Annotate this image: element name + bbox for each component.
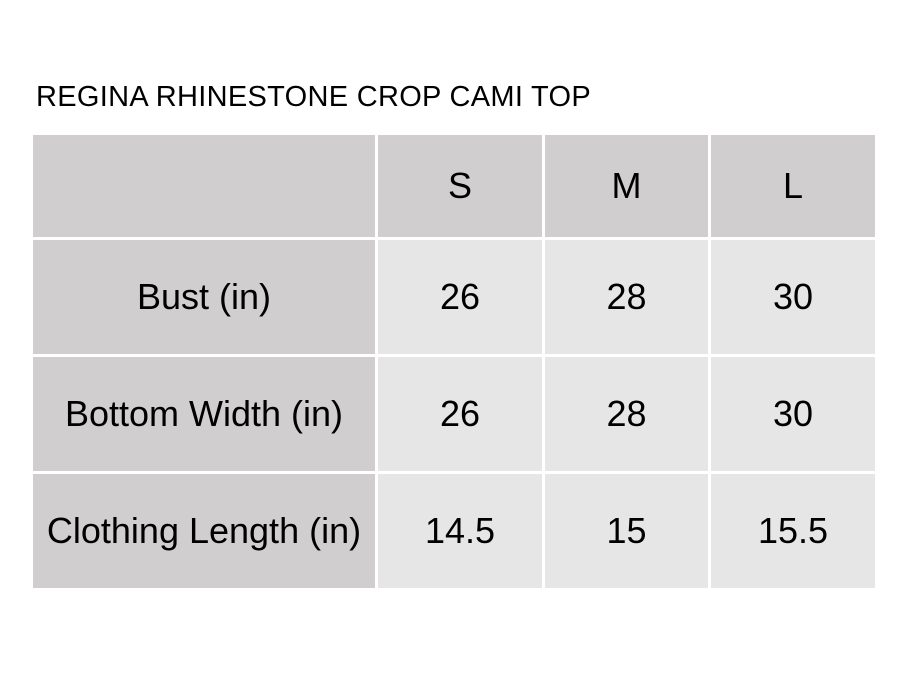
cell-bottom-width-s: 26 bbox=[378, 357, 542, 471]
cell-bust-l: 30 bbox=[711, 240, 875, 354]
cell-bottom-width-l: 30 bbox=[711, 357, 875, 471]
page-title: REGINA RHINESTONE CROP CAMI TOP bbox=[36, 81, 592, 113]
table-row-bottom-width: Bottom Width (in) 26 28 30 bbox=[33, 357, 875, 471]
column-header-empty bbox=[33, 135, 375, 237]
cell-bottom-width-m: 28 bbox=[545, 357, 708, 471]
cell-clothing-length-s: 14.5 bbox=[378, 474, 542, 588]
cell-bust-s: 26 bbox=[378, 240, 542, 354]
row-label-bust: Bust (in) bbox=[33, 240, 375, 354]
row-label-clothing-length: Clothing Length (in) bbox=[33, 474, 375, 588]
row-label-bottom-width: Bottom Width (in) bbox=[33, 357, 375, 471]
table-row-bust: Bust (in) 26 28 30 bbox=[33, 240, 875, 354]
size-chart-table: S M L Bust (in) 26 28 30 Bottom Width (i… bbox=[30, 132, 878, 591]
table-row-clothing-length: Clothing Length (in) 14.5 15 15.5 bbox=[33, 474, 875, 588]
cell-clothing-length-l: 15.5 bbox=[711, 474, 875, 588]
column-header-size-m: M bbox=[545, 135, 708, 237]
cell-clothing-length-m: 15 bbox=[545, 474, 708, 588]
column-header-size-l: L bbox=[711, 135, 875, 237]
column-header-size-s: S bbox=[378, 135, 542, 237]
size-chart-header-row: S M L bbox=[33, 135, 875, 237]
cell-bust-m: 28 bbox=[545, 240, 708, 354]
